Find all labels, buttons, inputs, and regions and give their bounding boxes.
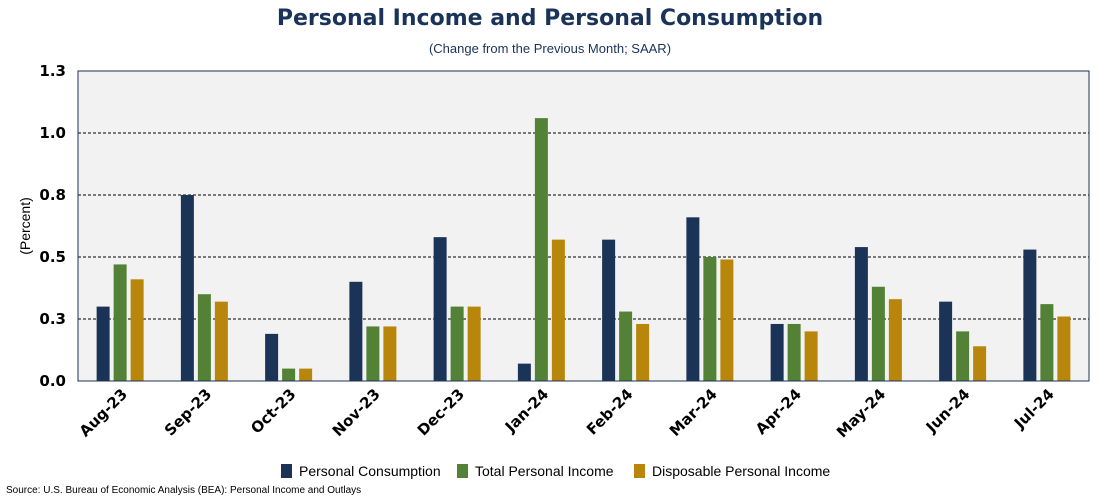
x-tick-label: Jun-24: [922, 385, 974, 437]
bar: [180, 195, 194, 381]
bar: [770, 323, 784, 381]
bar: [854, 247, 868, 381]
legend-swatch: [281, 464, 292, 478]
bar: [1057, 316, 1071, 381]
bar: [871, 286, 885, 381]
chart-title: Personal Income and Personal Consumption: [276, 6, 824, 31]
bar: [939, 301, 953, 381]
y-axis-label: (Percent): [17, 197, 33, 255]
bar: [973, 346, 987, 381]
bar: [113, 264, 127, 381]
bar: [534, 118, 548, 382]
legend-label: Personal Consumption: [299, 463, 441, 479]
bar: [619, 311, 633, 381]
bar: [636, 323, 650, 381]
source-note: Source: U.S. Bureau of Economic Analysis…: [6, 485, 362, 496]
bar: [96, 306, 110, 381]
bar: [366, 326, 380, 381]
y-tick-label: 1.0: [39, 124, 66, 142]
x-tick-label: Aug-23: [76, 385, 131, 440]
plot-area: [78, 71, 1089, 381]
bar: [349, 281, 363, 381]
bar: [956, 331, 970, 381]
legend-label: Disposable Personal Income: [652, 463, 830, 479]
bar: [450, 306, 464, 381]
x-tick-label: May-24: [833, 385, 889, 441]
y-tick-label: 0.8: [39, 186, 66, 204]
y-tick-label: 1.3: [39, 62, 66, 80]
bar: [720, 259, 734, 381]
x-tick-label: Mar-24: [666, 385, 721, 440]
y-tick-label: 0.3: [39, 310, 66, 328]
bar: [888, 299, 902, 381]
x-tick-label: Jan-24: [501, 385, 552, 436]
x-tick-label: Feb-24: [583, 385, 636, 438]
bar: [804, 331, 818, 381]
bar: [197, 294, 211, 381]
legend-swatch: [634, 464, 645, 478]
chart-subtitle: (Change from the Previous Month; SAAR): [428, 41, 672, 56]
bar: [433, 237, 447, 381]
x-tick-label: Nov-23: [329, 385, 384, 440]
x-tick-label: Sep-23: [161, 385, 215, 439]
x-tick-label: Dec-23: [414, 385, 468, 439]
bar: [214, 301, 228, 381]
plot-border: [77, 70, 1090, 382]
x-tick-label: Jul-24: [1010, 385, 1058, 433]
bar: [551, 239, 565, 381]
bar: [686, 217, 700, 381]
bar: [602, 239, 616, 381]
bar: [517, 363, 531, 381]
bar: [282, 368, 296, 381]
y-tick-label: 0.0: [39, 372, 66, 390]
bar: [787, 323, 801, 381]
bar: [1023, 249, 1037, 381]
bar: [467, 306, 481, 381]
x-tick-label: Apr-24: [752, 385, 805, 438]
bar: [703, 257, 717, 381]
bar: [130, 279, 144, 381]
x-tick-label: Oct-23: [247, 385, 299, 437]
bar: [299, 368, 313, 381]
bar: [1040, 304, 1054, 381]
y-tick-label: 0.5: [39, 248, 66, 266]
bar: [265, 333, 279, 381]
bar: [383, 326, 397, 381]
legend-label: Total Personal Income: [475, 463, 614, 479]
legend-swatch: [457, 464, 468, 478]
